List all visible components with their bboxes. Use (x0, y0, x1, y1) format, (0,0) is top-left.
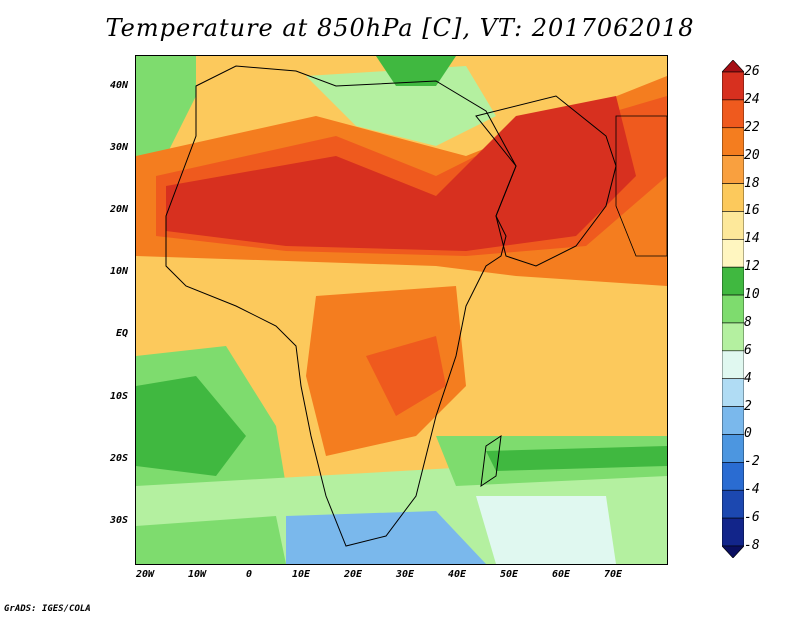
colorbar-swatch (722, 238, 744, 268)
field-great-lakes (366, 336, 446, 416)
lon-tick-10e: 10E (291, 569, 311, 580)
field-atlantic-green (136, 376, 246, 476)
colorbar-label: 8 (744, 314, 752, 330)
colorbar-swatch (722, 489, 744, 519)
colorbar-label: 12 (744, 259, 760, 275)
colorbar-swatch (722, 99, 744, 129)
colorbar-swatch (722, 155, 744, 184)
temperature-field (136, 56, 667, 564)
colorbar-swatch (722, 127, 744, 156)
colorbar-label: 26 (744, 64, 760, 79)
colorbar-label: 20 (744, 147, 760, 163)
colorbar-label: -6 (744, 510, 760, 526)
lon-tick-70e: 70E (603, 569, 623, 580)
coastline-india (615, 115, 667, 257)
lon-tick-10w: 10W (187, 569, 207, 580)
coastline-arabia (475, 95, 617, 267)
field-southwest (136, 516, 286, 564)
colorbar-label: 4 (744, 370, 752, 386)
field-south-cold-east (476, 496, 616, 564)
colorbar-swatch (722, 294, 744, 324)
coastline-madagascar (480, 434, 502, 488)
lon-tick-0: 0 (245, 569, 253, 580)
colorbar-swatch (722, 378, 744, 407)
lon-tick-40e: 40E (447, 569, 467, 580)
field-hottest (166, 96, 636, 251)
colorbar (722, 60, 744, 558)
colorbar-swatch (722, 211, 744, 240)
lat-tick-eq: EQ (115, 328, 128, 339)
colorbar-label: 16 (744, 203, 760, 219)
lon-tick-20w: 20W (135, 569, 155, 580)
colorbar-label: -4 (744, 482, 760, 498)
plot-title: Temperature at 850hPa [C], VT: 201706201… (105, 14, 695, 42)
temperature-map (135, 55, 668, 565)
field-south-cold (286, 511, 486, 564)
lon-tick-50e: 50E (499, 569, 519, 580)
colorbar-label: -8 (744, 538, 760, 553)
colorbar-label: 10 (744, 287, 760, 303)
lat-tick-40n: 40N (109, 80, 128, 91)
colorbar-label: 2 (744, 398, 752, 414)
lon-tick-30e: 30E (395, 569, 415, 580)
lat-tick-30s: 30S (109, 515, 128, 526)
colorbar-label: 14 (744, 231, 760, 247)
colorbar-swatch (722, 266, 744, 296)
colorbar-swatch (722, 517, 744, 547)
lon-tick-20e: 20E (343, 569, 363, 580)
colorbar-swatch (722, 183, 744, 212)
colorbar-label: -2 (744, 454, 760, 470)
colorbar-label: 6 (744, 342, 752, 358)
lon-tick-60e: 60E (551, 569, 571, 580)
colorbar-swatch (722, 406, 744, 435)
lat-tick-30n: 30N (109, 142, 128, 153)
credit-text: GrADS: IGES/COLA (4, 604, 91, 614)
colorbar-label: 24 (744, 91, 760, 107)
field-mediterranean (306, 66, 496, 146)
colorbar-swatch (722, 434, 744, 463)
colorbar-bottom-arrow (722, 545, 744, 558)
lat-tick-10n: 10N (109, 266, 128, 277)
coastline-africa (165, 65, 517, 547)
colorbar-top-arrow (722, 60, 744, 73)
colorbar-swatch (722, 71, 744, 101)
colorbar-label: 22 (744, 119, 760, 135)
colorbar-swatch (722, 350, 744, 380)
colorbar-swatch (722, 322, 744, 352)
lat-tick-10s: 10S (109, 391, 128, 402)
lat-tick-20n: 20N (109, 204, 128, 215)
lat-tick-20s: 20S (109, 453, 128, 464)
field-europe (376, 56, 456, 86)
colorbar-label: 18 (744, 175, 760, 191)
colorbar-swatch (722, 462, 744, 491)
field-indian-band (486, 446, 667, 471)
colorbar-label: 0 (744, 426, 752, 442)
